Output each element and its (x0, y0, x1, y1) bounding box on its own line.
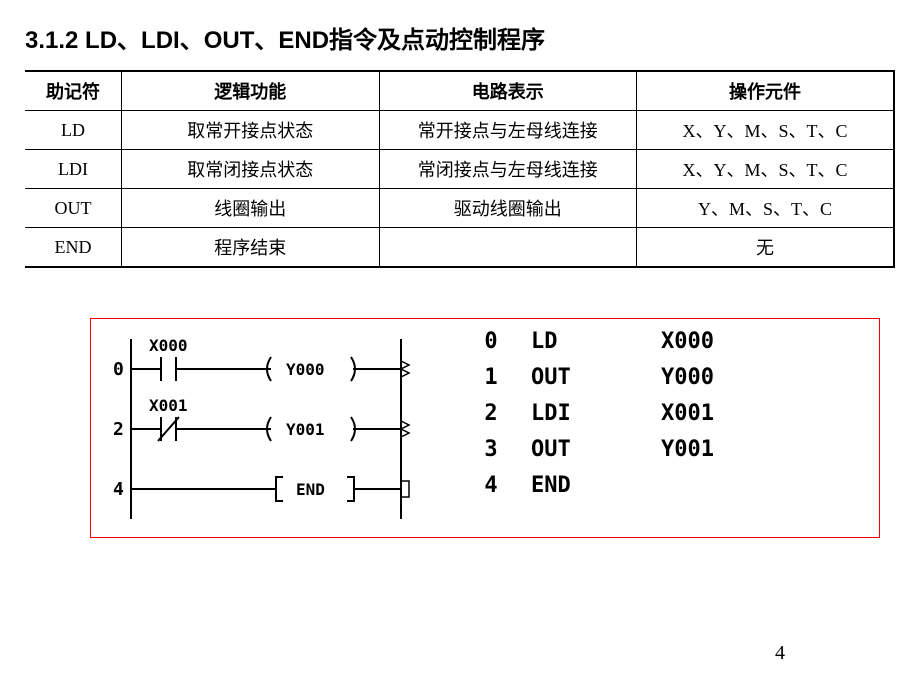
end-label: END (296, 480, 325, 499)
code-instruction: LDI (531, 401, 661, 426)
table-header: 逻辑功能 (122, 71, 379, 111)
table-cell: END (25, 228, 122, 268)
table-header: 操作元件 (636, 71, 894, 111)
section-title: 3.1.2 LD、LDI、OUT、END指令及点动控制程序 (25, 20, 895, 55)
table-cell (379, 228, 636, 268)
table-cell: 取常开接点状态 (122, 111, 379, 150)
code-step: 4 (451, 473, 531, 498)
table-row: OUT 线圈输出 驱动线圈输出 Y、M、S、T、C (25, 189, 894, 228)
code-instruction: OUT (531, 365, 661, 390)
diagram-container: 0 X000 Y000 2 X001 Y001 (90, 318, 880, 538)
code-operand (661, 473, 761, 498)
table-cell: 取常闭接点状态 (122, 150, 379, 189)
table-cell: LDI (25, 150, 122, 189)
instruction-list: 0 LD X000 1 OUT Y000 2 LDI X001 3 OUT Y0… (431, 319, 879, 537)
code-step: 1 (451, 365, 531, 390)
code-step: 2 (451, 401, 531, 426)
code-operand: X000 (661, 329, 761, 354)
table-row: END 程序结束 无 (25, 228, 894, 268)
code-step: 0 (451, 329, 531, 354)
contact-label: X001 (149, 396, 188, 415)
code-operand: X001 (661, 401, 761, 426)
ladder-diagram: 0 X000 Y000 2 X001 Y001 (91, 319, 431, 537)
table-header: 助记符 (25, 71, 122, 111)
ladder-step: 0 (113, 359, 124, 380)
contact-label: X000 (149, 336, 188, 355)
code-line: 1 OUT Y000 (451, 365, 859, 390)
code-instruction: END (531, 473, 661, 498)
table-cell: Y、M、S、T、C (636, 189, 894, 228)
table-cell: X、Y、M、S、T、C (636, 111, 894, 150)
table-row: LDI 取常闭接点状态 常闭接点与左母线连接 X、Y、M、S、T、C (25, 150, 894, 189)
code-instruction: LD (531, 329, 661, 354)
table-cell: 程序结束 (122, 228, 379, 268)
code-instruction: OUT (531, 437, 661, 462)
table-row: LD 取常开接点状态 常开接点与左母线连接 X、Y、M、S、T、C (25, 111, 894, 150)
code-line: 0 LD X000 (451, 329, 859, 354)
table-cell: 线圈输出 (122, 189, 379, 228)
table-cell: 常闭接点与左母线连接 (379, 150, 636, 189)
table-header: 电路表示 (379, 71, 636, 111)
table-header-row: 助记符 逻辑功能 电路表示 操作元件 (25, 71, 894, 111)
code-operand: Y000 (661, 365, 761, 390)
ladder-step: 4 (113, 479, 124, 500)
code-line: 3 OUT Y001 (451, 437, 859, 462)
code-line: 2 LDI X001 (451, 401, 859, 426)
page-number: 4 (775, 642, 785, 665)
table-cell: 无 (636, 228, 894, 268)
coil-label: Y001 (286, 420, 325, 439)
table-cell: 常开接点与左母线连接 (379, 111, 636, 150)
instruction-table: 助记符 逻辑功能 电路表示 操作元件 LD 取常开接点状态 常开接点与左母线连接… (25, 70, 895, 268)
coil-label: Y000 (286, 360, 325, 379)
table-cell: LD (25, 111, 122, 150)
table-cell: OUT (25, 189, 122, 228)
code-line: 4 END (451, 473, 859, 498)
code-operand: Y001 (661, 437, 761, 462)
code-step: 3 (451, 437, 531, 462)
table-cell: X、Y、M、S、T、C (636, 150, 894, 189)
table-cell: 驱动线圈输出 (379, 189, 636, 228)
ladder-step: 2 (113, 419, 124, 440)
